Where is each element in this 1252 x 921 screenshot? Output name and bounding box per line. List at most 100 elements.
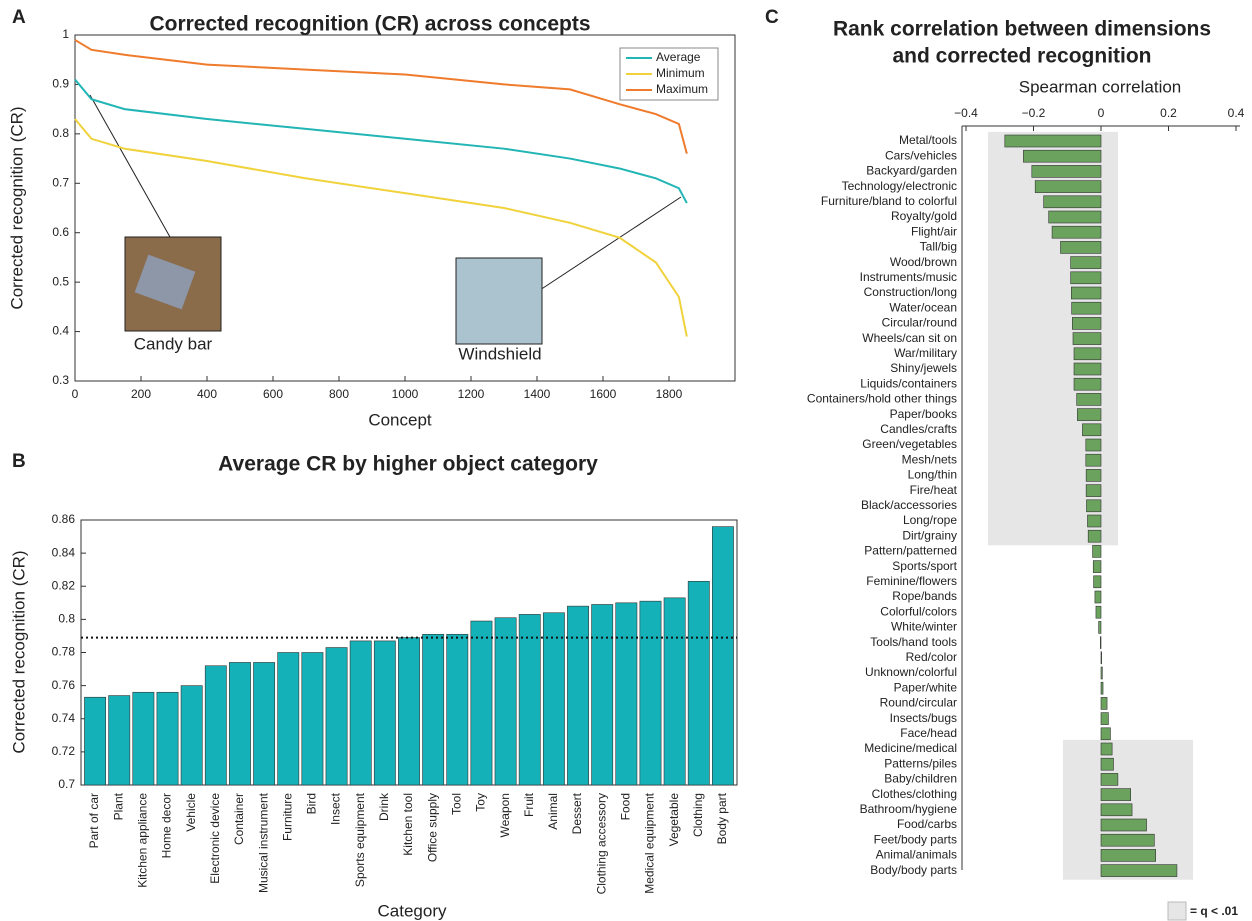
y-tick-label: 0.86 [52,512,76,526]
x-tick-label: 1600 [590,387,617,401]
chart-title: Rank correlation between dimensions [833,18,1211,41]
legend-swatch [1167,901,1187,921]
y-tick-label: Flight/air [911,224,957,238]
y-tick-label: 0.4 [52,324,69,338]
bar [1092,560,1102,573]
y-tick-label: Face/head [900,726,957,740]
y-tick-label: Long/rope [903,513,957,527]
y-tick-label: Wood/brown [890,255,957,269]
bar [1077,408,1102,421]
x-tick-label: Food [619,793,633,820]
panel-label: C [765,7,779,28]
bar [1100,849,1156,862]
y-tick-label: 0.8 [52,126,69,140]
bar [663,597,686,786]
y-tick-label: Furniture/bland to colorful [821,194,957,208]
y-tick-label: 0.3 [52,373,69,387]
x-tick-label: Insect [329,792,343,825]
y-tick-label: 0.82 [52,578,76,592]
image-candy-wrapper [134,254,196,310]
bar [1100,651,1102,665]
legend-label: Average [656,50,701,64]
x-tick-label: 200 [131,387,151,401]
y-tick-label: Green/vegetables [862,437,957,451]
y-tick-label: Backyard/garden [866,164,957,178]
x-tick-label: Drink [377,792,391,821]
bar [1072,332,1102,345]
bar [253,662,276,786]
y-tick-label: Rope/bands [892,589,957,603]
bar [180,685,203,786]
x-tick-label: Clothing accessory [594,793,608,894]
x-tick-label: Plant [111,792,125,820]
bar [615,602,638,786]
y-tick-label: Long/thin [908,468,957,482]
x-tick-label: Sports equipment [353,792,367,887]
x-tick-label: Musical instrument [256,792,270,893]
x-tick-label: Toy [474,793,488,812]
bar [1087,529,1102,543]
x-tick-label: Fruit [522,792,536,817]
bar [84,696,106,786]
bar [1031,165,1102,178]
y-axis-label: Corrected recognition (CR) [7,106,26,309]
y-tick-label: Wheels/can sit on [862,331,957,345]
y-tick-label: White/winter [891,620,957,634]
x-tick-label: 1400 [524,387,551,401]
bar [1093,575,1102,589]
bar [1100,757,1114,771]
y-tick-label: Animal/animals [876,848,957,862]
x-tick-label: 0 [1098,106,1105,120]
y-tick-label: Colorful/colors [880,604,957,618]
y-tick-label: Unknown/colorful [865,665,957,679]
panel-label: B [12,451,26,472]
chart-title: Average CR by higher object category [218,453,598,476]
chart-title: Corrected recognition (CR) across concep… [149,13,590,36]
y-tick-label: 0.74 [52,711,76,725]
bar [1043,195,1102,209]
x-tick-label: Vehicle [184,793,198,832]
x-tick-label: Bird [305,793,319,814]
y-tick-label: Technology/electronic [842,179,957,193]
y-tick-label: Medicine/medical [864,741,957,755]
x-tick-label: 0 [72,387,79,401]
bar [132,691,155,786]
y-tick-label: Circular/round [882,316,957,330]
x-tick-label: 0.2 [1160,106,1177,120]
legend-label: = q < .01 [1190,904,1238,918]
bar [277,652,300,786]
bar [591,604,614,786]
x-tick-label: Animal [546,793,560,830]
bar [1086,499,1102,513]
x-tick-label: Furniture [280,793,294,841]
bar [567,605,589,786]
bar [398,637,420,786]
bar [494,617,517,786]
y-tick-label: Round/circular [880,696,957,710]
y-tick-label: Black/accessories [861,498,957,512]
x-tick-label: Kitchen tool [401,793,415,856]
bar [1098,621,1102,634]
bar [1071,286,1102,300]
y-tick-label: Bathroom/hygiene [860,802,958,816]
legend-label: Minimum [656,66,705,80]
bar [204,665,227,786]
bar [1092,545,1102,558]
bar [1100,803,1133,817]
y-tick-label: 0.84 [52,545,76,559]
y-tick-label: Clothes/clothing [872,787,957,801]
bar [1071,301,1102,315]
y-tick-label: Construction/long [864,285,957,299]
bar [1095,605,1102,619]
y-tick-label: Cars/vehicles [885,148,957,162]
bar [639,600,662,786]
bar [349,640,372,786]
annotation: Windshield [458,344,541,363]
y-tick-label: 0.6 [52,225,69,239]
line-series [74,39,688,154]
x-tick-label: −0.2 [1022,106,1046,120]
x-tick-label: 600 [263,387,283,401]
bar [518,614,541,786]
bar [1082,423,1102,437]
y-tick-label: War/military [894,346,957,360]
